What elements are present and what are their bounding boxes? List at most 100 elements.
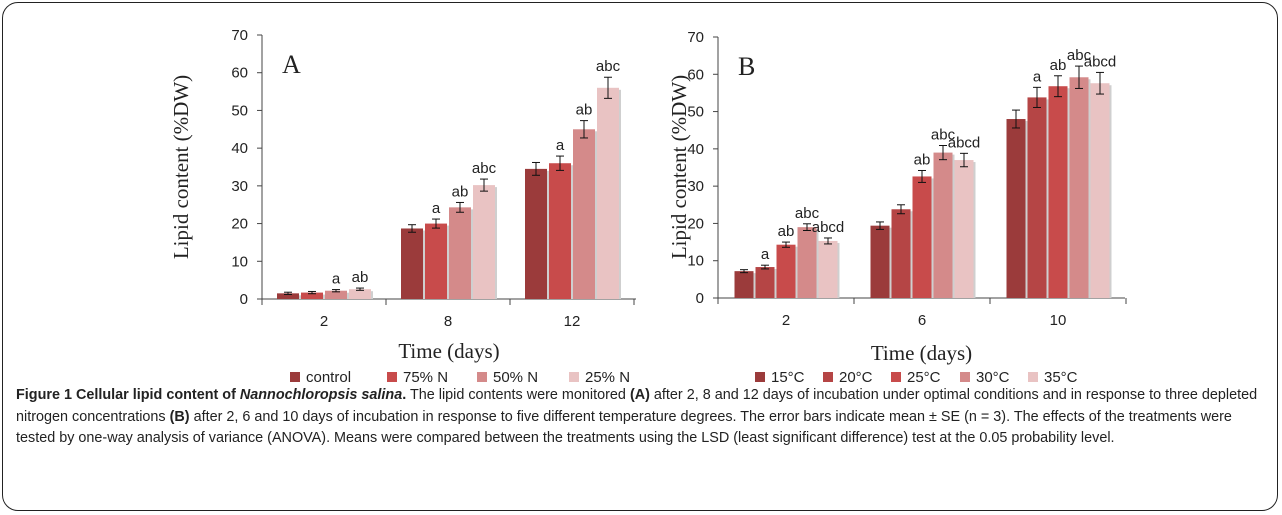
legend-swatch [755,372,765,382]
y-tick-label: 60 [687,66,704,83]
y-tick-label: 40 [231,140,248,157]
legend-swatch [960,372,970,382]
bar [912,176,932,298]
legend-label: 15°C [771,369,805,386]
bar [449,207,471,299]
y-tick-label: 70 [687,29,704,46]
y-tick-label: 30 [687,178,704,195]
significance-label: abc [472,160,497,177]
panel-label: B [738,52,755,81]
bar [473,185,495,299]
y-tick-label: 40 [687,141,704,158]
x-tick-label: 2 [782,312,790,329]
x-axis-title: Time (days) [398,339,499,363]
x-tick-label: 12 [564,313,581,330]
significance-label: a [556,137,565,154]
caption-title: Figure 1 Cellular lipid content of Nanno… [16,387,407,403]
legend-swatch [477,372,487,382]
legend-swatch [569,372,579,382]
y-tick-label: 0 [696,290,704,307]
significance-label: abc [931,127,956,144]
significance-label: abc [1067,47,1092,64]
x-tick-label: 2 [320,313,328,330]
x-tick-label: 8 [444,313,452,330]
bar [1006,119,1026,299]
y-tick-label: 30 [231,178,248,195]
significance-label: abc [795,205,820,222]
legend-swatch [1028,372,1038,382]
y-tick-label: 50 [231,102,248,119]
significance-label: a [1033,68,1042,85]
legend-swatch [387,372,397,382]
bar [933,152,953,298]
caption-ref-a: (A) [629,387,650,403]
bar [891,209,911,298]
bar [870,225,890,298]
bar [573,129,595,299]
significance-label: a [432,200,441,217]
bar [401,228,423,299]
legend-label: control [306,369,351,386]
bar [755,267,775,298]
significance-label: ab [352,269,369,286]
x-tick-label: 6 [918,312,926,329]
y-tick-label: 60 [231,65,248,82]
significance-label: abcd [1084,53,1117,70]
bar [776,244,796,298]
caption-text-3: after 2, 6 and 10 days of incubation in … [16,408,1232,447]
significance-label: abcd [812,219,845,236]
caption-ref-b: (B) [169,408,190,425]
significance-label: a [332,271,341,288]
figure-caption: Figure 1 Cellular lipid content of Nanno… [16,385,1266,450]
bar [349,289,371,299]
caption-text-1: The lipid contents were monitored [406,387,630,403]
legend-swatch [891,372,901,382]
y-tick-label: 20 [687,215,704,232]
significance-label: a [761,246,770,263]
y-tick-label: 0 [240,291,248,308]
bar [818,240,838,298]
significance-label: ab [1050,57,1067,74]
bar [549,163,571,299]
legend-label: 35°C [1044,369,1078,386]
significance-label: abcd [948,134,981,151]
bar [1048,86,1068,299]
bar [325,290,347,299]
legend-swatch [823,372,833,382]
x-tick-label: 10 [1050,312,1067,329]
caption-species: Nannochloropsis salina [239,387,403,403]
chart-panel-b: 0102030405060702aababcabcd6ababcabcd10aa… [667,29,1127,386]
panel-label: A [282,50,301,79]
significance-label: ab [914,151,931,168]
significance-label: abc [596,58,621,75]
bar [1069,77,1089,298]
y-tick-label: 10 [687,253,704,270]
bar [597,87,619,299]
legend-label: 75% N [403,369,448,386]
y-axis-title: Lipid content (%DW) [169,75,193,259]
legend-label: 30°C [976,369,1010,386]
bar [734,271,754,298]
significance-label: ab [778,223,795,240]
y-tick-label: 10 [231,253,248,270]
y-tick-label: 70 [231,27,248,44]
y-tick-label: 20 [231,216,248,233]
legend-label: 20°C [839,369,873,386]
significance-label: ab [576,102,593,119]
bar [425,223,447,299]
bar [954,160,974,298]
y-tick-label: 50 [687,104,704,121]
significance-label: ab [452,183,469,200]
bar [525,168,547,299]
x-axis-title: Time (days) [871,341,972,365]
caption-text-2: after 2, 8 and 12 days of incubation und… [16,387,1258,425]
bar [797,227,817,298]
legend-label: 50% N [493,369,538,386]
bar [301,292,323,299]
bar [1027,97,1047,298]
bar [277,293,299,299]
legend-label: 25% N [585,369,630,386]
y-axis-title: Lipid content (%DW) [667,75,691,259]
